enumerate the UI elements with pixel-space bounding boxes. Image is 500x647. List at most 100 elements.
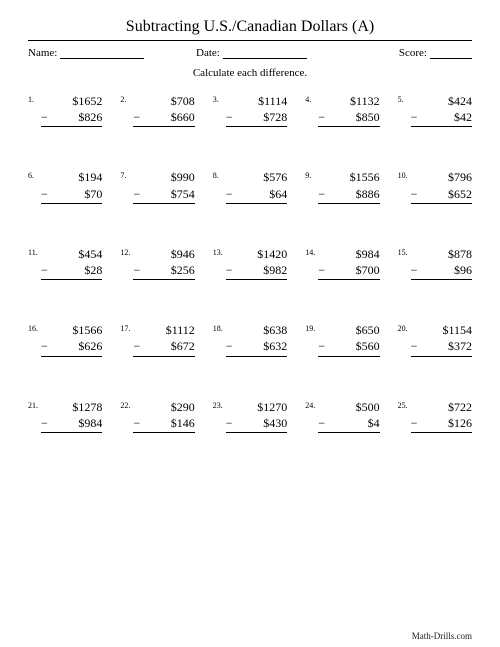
minus-sign: − — [318, 338, 328, 354]
sign-blank — [411, 322, 421, 338]
subtrahend: $96 — [421, 262, 472, 278]
subtrahend: $672 — [143, 338, 194, 354]
problem: 6. $194−$70 — [28, 169, 102, 203]
minuend: $1566 — [51, 322, 102, 338]
subtrahend-row: −$886 — [318, 186, 379, 202]
subtrahend-row: −$700 — [318, 262, 379, 278]
problem: 20. $1154−$372 — [398, 322, 472, 356]
sign-blank — [318, 169, 328, 185]
minuend-row: $454 — [41, 246, 102, 262]
answer-line — [226, 203, 287, 204]
minuend-row: $984 — [318, 246, 379, 262]
minus-sign: − — [318, 109, 328, 125]
minuend: $708 — [143, 93, 194, 109]
minuend: $1556 — [328, 169, 379, 185]
problem-number: 20. — [398, 322, 411, 333]
score-blank[interactable] — [430, 47, 472, 59]
problem: 9. $1556−$886 — [305, 169, 379, 203]
sign-blank — [411, 93, 421, 109]
problem: 21. $1278−$984 — [28, 399, 102, 433]
minuend: $454 — [51, 246, 102, 262]
minuend: $878 — [421, 246, 472, 262]
minus-sign: − — [133, 109, 143, 125]
problem-body: $1278−$984 — [41, 399, 102, 433]
minus-sign: − — [133, 186, 143, 202]
subtrahend: $754 — [143, 186, 194, 202]
minuend: $1278 — [51, 399, 102, 415]
subtrahend: $4 — [328, 415, 379, 431]
subtrahend-row: −$984 — [41, 415, 102, 431]
problem-body: $1420−$982 — [226, 246, 287, 280]
sign-blank — [226, 322, 236, 338]
minuend-row: $1112 — [133, 322, 194, 338]
sign-blank — [41, 399, 51, 415]
subtrahend: $70 — [51, 186, 102, 202]
date-label: Date: — [196, 47, 220, 59]
date-blank[interactable] — [223, 47, 307, 59]
sign-blank — [226, 246, 236, 262]
subtrahend: $632 — [236, 338, 287, 354]
subtrahend-row: −$70 — [41, 186, 102, 202]
problem: 3. $1114−$728 — [213, 93, 287, 127]
problem: 13. $1420−$982 — [213, 246, 287, 280]
problem-number: 1. — [28, 93, 41, 104]
problem-body: $1132−$850 — [318, 93, 379, 127]
sign-blank — [318, 322, 328, 338]
answer-line — [133, 279, 194, 280]
problem-body: $990−$754 — [133, 169, 194, 203]
minus-sign: − — [411, 338, 421, 354]
subtrahend-row: −$64 — [226, 186, 287, 202]
sign-blank — [318, 93, 328, 109]
problem-number: 25. — [398, 399, 411, 410]
answer-line — [318, 279, 379, 280]
problem-body: $984−$700 — [318, 246, 379, 280]
problem-number: 23. — [213, 399, 226, 410]
problem-number: 7. — [120, 169, 133, 180]
minuend: $1270 — [236, 399, 287, 415]
subtrahend: $626 — [51, 338, 102, 354]
subtrahend-row: −$626 — [41, 338, 102, 354]
subtrahend: $42 — [421, 109, 472, 125]
title-rule — [28, 40, 472, 41]
sign-blank — [41, 322, 51, 338]
name-blank[interactable] — [60, 47, 144, 59]
minuend-row: $946 — [133, 246, 194, 262]
minuend: $290 — [143, 399, 194, 415]
sign-blank — [41, 169, 51, 185]
minus-sign: − — [226, 109, 236, 125]
minuend-row: $1154 — [411, 322, 472, 338]
minuend-row: $990 — [133, 169, 194, 185]
problem: 11. $454−$28 — [28, 246, 102, 280]
answer-line — [41, 432, 102, 433]
subtrahend-row: −$728 — [226, 109, 287, 125]
minus-sign: − — [411, 415, 421, 431]
subtrahend-row: −$560 — [318, 338, 379, 354]
sign-blank — [318, 399, 328, 415]
problem-number: 12. — [120, 246, 133, 257]
meta-row: Name: Date: Score: — [28, 47, 472, 59]
problem: 15. $878−$96 — [398, 246, 472, 280]
problem-body: $1652−$826 — [41, 93, 102, 127]
problem: 1. $1652−$826 — [28, 93, 102, 127]
problem-number: 14. — [305, 246, 318, 257]
subtrahend: $984 — [51, 415, 102, 431]
answer-line — [226, 126, 287, 127]
problem: 14. $984−$700 — [305, 246, 379, 280]
minuend-row: $722 — [411, 399, 472, 415]
minus-sign: − — [41, 338, 51, 354]
sign-blank — [133, 322, 143, 338]
answer-line — [411, 279, 472, 280]
subtrahend-row: −$96 — [411, 262, 472, 278]
subtrahend-row: −$982 — [226, 262, 287, 278]
subtrahend: $28 — [51, 262, 102, 278]
footer-credit: Math-Drills.com — [412, 631, 472, 641]
subtrahend: $660 — [143, 109, 194, 125]
problem-number: 3. — [213, 93, 226, 104]
answer-line — [318, 432, 379, 433]
minus-sign: − — [133, 415, 143, 431]
answer-line — [41, 203, 102, 204]
minuend-row: $1278 — [41, 399, 102, 415]
problem: 8. $576−$64 — [213, 169, 287, 203]
problem: 5. $424−$42 — [398, 93, 472, 127]
minuend: $990 — [143, 169, 194, 185]
